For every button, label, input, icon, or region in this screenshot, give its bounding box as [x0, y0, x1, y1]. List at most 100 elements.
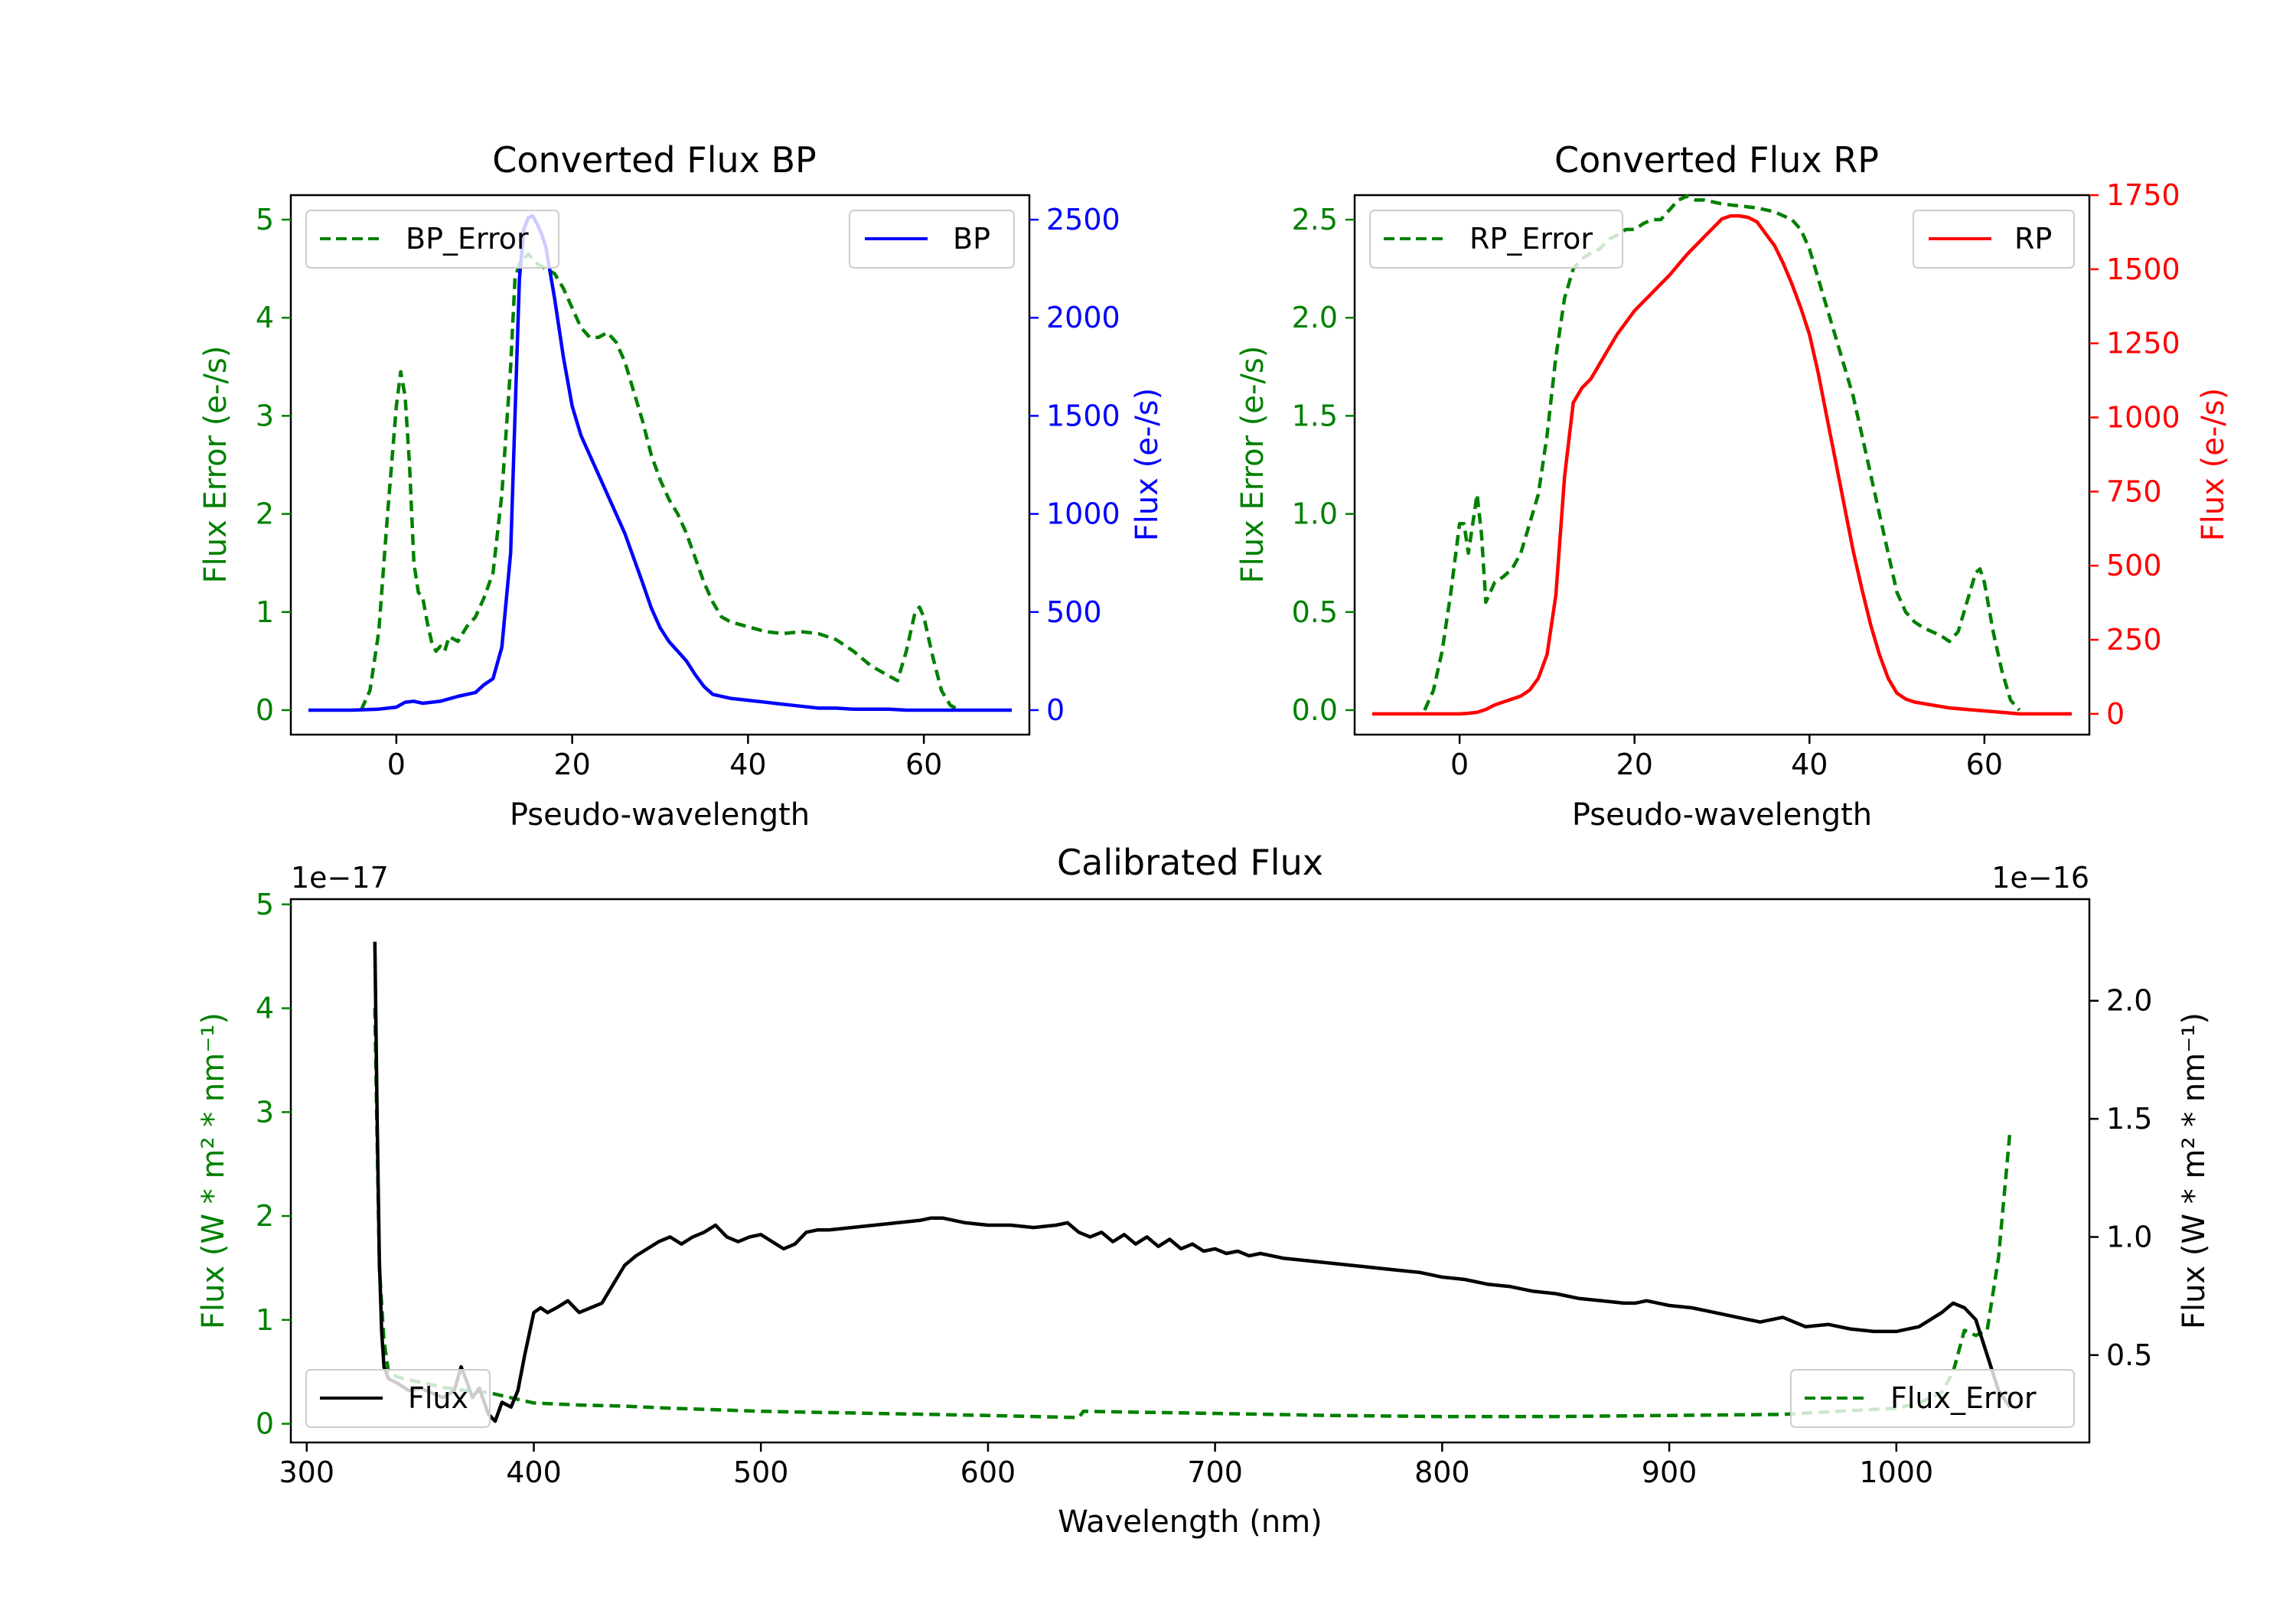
x-tick-label: 1000 [1859, 1455, 1933, 1489]
rp-x-ticks: 0 20 40 60 [1450, 735, 2003, 781]
bp-x-label: Pseudo-wavelength [510, 797, 810, 833]
left-y-tick-label: 2.5 [1292, 203, 1338, 236]
right-y-tick-label: 1000 [1046, 497, 1120, 531]
rp-legend-label: RP [2014, 222, 2052, 256]
right-y-tick-label: 1250 [2106, 327, 2180, 360]
right-y-tick-label: 1.0 [2106, 1220, 2152, 1253]
left-y-tick-label: 4 [256, 992, 274, 1025]
series-line-rp-error [1423, 194, 2021, 712]
x-tick-label: 40 [1791, 748, 1828, 781]
bp-legend-label: BP [953, 222, 990, 256]
calibrated-left-y-ticks: 0 1 2 3 4 5 [256, 888, 291, 1441]
right-y-tick-label: 2500 [1046, 203, 1120, 236]
flux-error-legend-label: Flux_Error [1890, 1381, 2037, 1415]
rp-right-y-ticks: 0 250 500 750 1000 1250 1500 1750 [2089, 178, 2180, 731]
rp-right-y-label: Flux (e-/s) [2196, 388, 2231, 541]
right-y-tick-label: 500 [2106, 549, 2162, 582]
calibrated-right-y-label: Flux (W * m² * nm⁻¹) [2177, 1012, 2212, 1329]
flux-error-legend: Flux_Error [1790, 1369, 2075, 1428]
left-y-tick-label: 5 [256, 888, 274, 921]
left-y-tick-label: 1 [256, 595, 274, 629]
left-y-tick-label: 2.0 [1292, 301, 1338, 334]
right-y-tick-label: 750 [2106, 474, 2162, 508]
x-tick-label: 800 [1414, 1455, 1470, 1489]
right-y-tick-label: 1500 [1046, 399, 1120, 432]
left-y-tick-label: 0.5 [1292, 595, 1338, 629]
rp-left-y-ticks: 0.0 0.5 1.0 1.5 2.0 2.5 [1292, 203, 1355, 727]
flux-legend: Flux [305, 1369, 491, 1428]
bp-legend: BP [849, 210, 1015, 269]
bp-right-y-ticks: 0 500 1000 1500 2000 2500 [1029, 203, 1120, 727]
rp-left-y-label: Flux Error (e-/s) [1235, 346, 1270, 584]
right-y-tick-label: 1.5 [2106, 1102, 2152, 1136]
bp-error-legend: BP_Error [305, 210, 559, 269]
left-y-tick-label: 3 [256, 1095, 274, 1129]
rp-x-label: Pseudo-wavelength [1572, 797, 1872, 833]
x-tick-label: 300 [279, 1455, 335, 1489]
calibrated-panel: Calibrated Flux 1e−17 1e−16 300 400 500 600… [196, 842, 2212, 1540]
calibrated-title: Calibrated Flux [1057, 842, 1323, 883]
bp-left-y-ticks: 0 1 2 3 4 5 [256, 203, 291, 727]
right-y-tick-label: 0.5 [2106, 1338, 2152, 1372]
right-y-tick-label: 2000 [1046, 301, 1120, 334]
x-tick-label: 600 [960, 1455, 1016, 1489]
series-line-flux-error [373, 1008, 2012, 1420]
calibrated-series [373, 941, 2012, 1423]
left-y-tick-label: 0 [256, 1407, 274, 1441]
rp-error-legend: RP_Error [1369, 210, 1623, 269]
calibrated-right-y-ticks: 0.5 1.0 1.5 2.0 [2089, 984, 2152, 1372]
right-y-tick-label: 2.0 [2106, 984, 2152, 1018]
right-y-tick-label: 1000 [2106, 401, 2180, 435]
left-y-tick-label: 0.0 [1292, 693, 1338, 727]
series-line-bp-error [359, 252, 960, 712]
right-y-tick-label: 250 [2106, 623, 2162, 657]
left-y-tick-label: 0 [256, 693, 274, 727]
bp-left-y-label: Flux Error (e-/s) [198, 346, 233, 584]
x-tick-label: 20 [1616, 748, 1653, 781]
rp-title: Converted Flux RP [1554, 139, 1879, 181]
left-y-tick-label: 1.5 [1292, 399, 1338, 432]
left-y-tick-label: 1.0 [1292, 497, 1338, 531]
left-y-tick-label: 2 [256, 1199, 274, 1233]
calibrated-left-offset: 1e−17 [291, 861, 389, 895]
calibrated-right-offset: 1e−16 [1991, 861, 2089, 895]
x-tick-label: 700 [1187, 1455, 1243, 1489]
rp-legend: RP [1913, 210, 2075, 269]
series-line-rp [1371, 214, 2073, 716]
x-tick-label: 0 [387, 748, 406, 781]
x-tick-label: 400 [506, 1455, 562, 1489]
x-tick-label: 20 [553, 748, 590, 781]
x-tick-label: 0 [1450, 748, 1469, 781]
bp-panel: Converted Flux BP 0 20 40 60 0 1 2 3 4 5 0 500 100… [198, 139, 1165, 833]
right-y-tick-label: 0 [1046, 693, 1065, 727]
bp-right-y-label: Flux (e-/s) [1130, 388, 1165, 541]
right-y-tick-label: 1750 [2106, 178, 2180, 212]
flux-legend-label: Flux [408, 1381, 468, 1415]
x-tick-label: 40 [729, 748, 766, 781]
calibrated-x-ticks: 300 400 500 600 700 800 900 1000 [279, 1442, 1933, 1489]
calibrated-x-label: Wavelength (nm) [1058, 1504, 1322, 1540]
bp-plot-frame [289, 194, 1031, 736]
rp-panel: Converted Flux RP 0 20 40 60 0.0 0.5 1.0 1.5 2.… [1235, 139, 2231, 833]
bp-error-legend-label: BP_Error [406, 222, 529, 256]
calibrated-left-y-label: Flux (W * m² * nm⁻¹) [196, 1012, 231, 1329]
rp-series [1371, 194, 2073, 716]
series-line-bp [308, 214, 1012, 712]
bp-series [308, 214, 1012, 712]
x-tick-label: 900 [1642, 1455, 1698, 1489]
rp-plot-frame [1353, 194, 2091, 736]
left-y-tick-label: 4 [256, 301, 274, 334]
right-y-tick-label: 500 [1046, 595, 1102, 629]
rp-error-legend-label: RP_Error [1469, 222, 1593, 256]
series-line-flux [373, 941, 2011, 1423]
left-y-tick-label: 5 [256, 203, 274, 236]
left-y-tick-label: 3 [256, 399, 274, 432]
left-y-tick-label: 1 [256, 1303, 274, 1337]
calibrated-plot-frame [289, 898, 2091, 1444]
right-y-tick-label: 1500 [2106, 253, 2180, 286]
x-tick-label: 60 [905, 748, 942, 781]
bp-title: Converted Flux BP [492, 139, 817, 181]
x-tick-label: 60 [1966, 748, 2003, 781]
left-y-tick-label: 2 [256, 497, 274, 531]
